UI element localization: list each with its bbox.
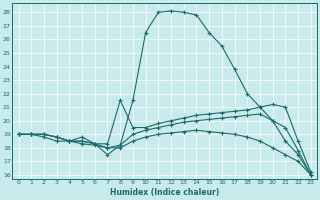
X-axis label: Humidex (Indice chaleur): Humidex (Indice chaleur) <box>110 188 219 197</box>
